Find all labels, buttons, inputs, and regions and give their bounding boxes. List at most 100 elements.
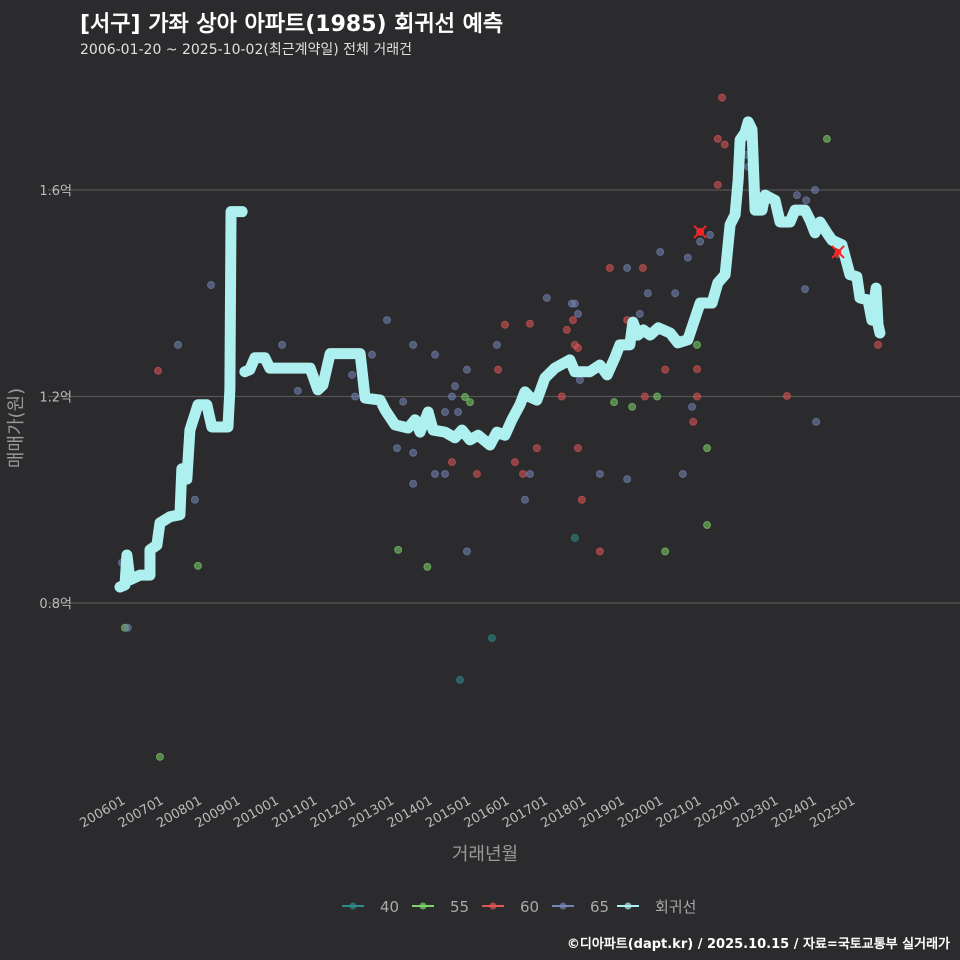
- footer-credit: ©디아파트(dapt.kr) / 2025.10.15 / 자료=국토교통부 실…: [566, 937, 950, 952]
- data-point-60: [577, 495, 586, 504]
- data-point-65: [573, 309, 582, 318]
- regression-line: [114, 116, 886, 593]
- x-marker-dot: [697, 228, 704, 235]
- data-point-40: [456, 675, 465, 684]
- data-point-55: [423, 562, 432, 571]
- data-point-60: [472, 469, 481, 478]
- data-point-40: [487, 634, 496, 643]
- data-point-65: [570, 299, 579, 308]
- data-point-65: [278, 340, 287, 349]
- data-point-65: [635, 309, 644, 318]
- data-point-65: [520, 495, 529, 504]
- data-point-60: [638, 263, 647, 272]
- data-point-65: [207, 280, 216, 289]
- data-point-65: [542, 293, 551, 302]
- data-point-65: [643, 289, 652, 298]
- data-point-65: [683, 253, 692, 262]
- data-point-65: [688, 402, 697, 411]
- data-point-65: [792, 191, 801, 200]
- data-point-65: [454, 407, 463, 416]
- data-point-60: [720, 140, 729, 149]
- legend-label: 회귀선: [655, 898, 696, 916]
- data-point-60: [532, 444, 541, 453]
- y-tick-label: 0.8억: [39, 597, 72, 612]
- data-point-65: [190, 495, 199, 504]
- data-point-60: [693, 392, 702, 401]
- chart-subtitle: 2006-01-20 ~ 2025-10-02(최근계약일) 전체 거래건: [80, 42, 412, 58]
- data-point-65: [123, 623, 132, 632]
- chart-title: [서구] 가좌 상아 아파트(1985) 회귀선 예측: [80, 12, 504, 37]
- data-point-55: [193, 561, 202, 570]
- data-point-65: [575, 375, 584, 384]
- data-point-60: [519, 469, 528, 478]
- data-point-60: [447, 458, 456, 467]
- data-point-65: [293, 386, 302, 395]
- data-point-55: [703, 444, 712, 453]
- data-point-60: [510, 458, 519, 467]
- data-point-65: [623, 263, 632, 272]
- data-point-65: [801, 285, 810, 294]
- data-point-65: [383, 316, 392, 325]
- data-point-55: [394, 545, 403, 554]
- data-point-65: [351, 392, 360, 401]
- data-point-65: [409, 448, 418, 457]
- legend-dot-회귀선: [624, 902, 632, 910]
- x-axis-ticks: 2006012007012008012009012010012011012012…: [78, 793, 858, 831]
- data-point-65: [399, 397, 408, 406]
- regression-segment: [114, 206, 248, 593]
- data-point-40: [570, 533, 579, 542]
- highlight-markers: [693, 225, 845, 259]
- y-tick-label: 1.6억: [39, 184, 72, 199]
- data-point-60: [568, 316, 577, 325]
- data-point-60: [557, 392, 566, 401]
- data-point-65: [451, 382, 460, 391]
- data-point-60: [605, 263, 614, 272]
- data-point-55: [822, 134, 831, 143]
- data-point-60: [500, 320, 509, 329]
- data-point-65: [441, 407, 450, 416]
- data-point-60: [689, 417, 698, 426]
- data-point-65: [492, 340, 501, 349]
- legend-label: 65: [590, 898, 609, 916]
- data-point-60: [640, 392, 649, 401]
- data-point-60: [713, 180, 722, 189]
- data-point-60: [874, 340, 883, 349]
- x-axis-label: 거래년월: [452, 844, 518, 865]
- data-point-65: [441, 469, 450, 478]
- data-point-55: [155, 752, 164, 761]
- legend-label: 60: [520, 898, 539, 916]
- data-point-65: [393, 444, 402, 453]
- data-point-65: [656, 247, 665, 256]
- data-point-65: [409, 479, 418, 488]
- data-point-55: [628, 402, 637, 411]
- data-point-65: [462, 365, 471, 374]
- data-point-60: [782, 391, 791, 400]
- data-point-65: [696, 237, 705, 246]
- data-point-55: [461, 393, 470, 402]
- data-point-65: [368, 350, 377, 359]
- gridlines: [48, 189, 960, 604]
- data-point-55: [610, 398, 619, 407]
- legend-label: 40: [380, 898, 399, 916]
- data-point-65: [447, 392, 456, 401]
- data-point-65: [174, 340, 183, 349]
- y-tick-label: 1.2억: [39, 391, 72, 406]
- data-point-60: [494, 365, 503, 374]
- data-point-55: [693, 340, 702, 349]
- data-point-60: [562, 325, 571, 334]
- y-axis-label: 매매가(원): [6, 388, 27, 468]
- data-point-60: [661, 365, 670, 374]
- data-point-55: [653, 392, 662, 401]
- data-point-60: [713, 134, 722, 143]
- data-point-65: [678, 469, 687, 478]
- data-point-60: [693, 365, 702, 374]
- legend-dot-55: [419, 902, 427, 910]
- data-point-60: [573, 343, 582, 352]
- data-point-65: [671, 289, 680, 298]
- data-point-60: [595, 547, 604, 556]
- data-point-65: [348, 370, 357, 379]
- data-point-60: [525, 319, 534, 328]
- data-point-65: [812, 417, 821, 426]
- legend-dot-60: [489, 902, 497, 910]
